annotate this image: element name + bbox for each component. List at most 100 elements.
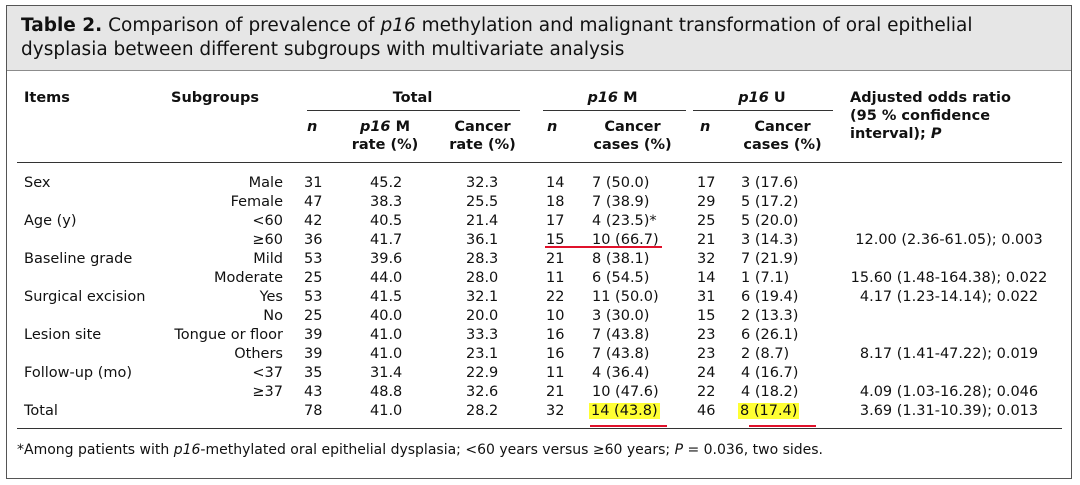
cell-m-n: 32: [546, 403, 565, 419]
p16u-group-rule: [693, 110, 833, 111]
cell-n: 53: [304, 289, 323, 305]
cell-m-n: 16: [546, 327, 565, 343]
cell-cancer-rate: 21.4: [466, 213, 499, 229]
table-frame: Table 2. Comparison of prevalence of p16…: [6, 5, 1072, 479]
cell-or: 15.60 (1.48-164.38); 0.022: [850, 270, 1048, 286]
cell-u-cases: 2 (8.7): [741, 346, 790, 362]
cell-subgroup: Moderate: [214, 270, 283, 286]
header-or-line1: Adjusted odds ratio: [850, 90, 1011, 106]
cell-m-n: 10: [546, 308, 565, 324]
table-footnote: *Among patients with p16-methylated oral…: [17, 442, 824, 458]
cell-m-n: 18: [546, 194, 565, 210]
header-n-total: n: [307, 119, 318, 135]
cell-n: 31: [304, 175, 323, 191]
cell-item: Sex: [24, 175, 51, 191]
highlighted-value: 14 (43.8): [589, 403, 660, 419]
cell-subgroup: <60: [252, 213, 283, 229]
cell-m-cases: 7 (43.8): [592, 346, 650, 362]
cell-u-n: 21: [697, 232, 716, 248]
total-group-rule: [307, 110, 520, 111]
cell-or: 4.17 (1.23-14.14); 0.022: [859, 289, 1039, 305]
cell-or: 12.00 (2.36-61.05); 0.003: [855, 232, 1043, 248]
cell-m-cases: 10 (47.6): [592, 384, 659, 400]
cell-rate: 40.5: [370, 213, 403, 229]
cell-u-cases: 3 (14.3): [741, 232, 799, 248]
cell-n: 47: [304, 194, 323, 210]
cell-rate: 41.0: [370, 403, 403, 419]
header-adjusted-or: Adjusted odds ratio (95 % confidence int…: [850, 89, 1011, 143]
cell-u-n: 15: [697, 308, 716, 324]
cell-m-cases: 14 (43.8): [589, 402, 684, 421]
cell-rate: 41.7: [370, 232, 403, 248]
header-p16u-suffix: U: [768, 90, 786, 106]
cell-u-n: 23: [697, 346, 716, 362]
cell-n: 78: [304, 403, 323, 419]
cell-u-cases: 1 (7.1): [741, 270, 790, 286]
cell-m-cases: 7 (50.0): [592, 175, 650, 191]
cell-subgroup: ≥37: [252, 384, 283, 400]
cell-m-n: 11: [546, 270, 565, 286]
cell-cancer-rate: 28.3: [466, 251, 499, 267]
header-p16m-italic: p16: [587, 90, 619, 106]
header-cases-p16m: Cancer cases (%): [593, 119, 672, 153]
cell-rate: 41.0: [370, 327, 403, 343]
cell-rate: 48.8: [370, 384, 403, 400]
underline-total-p16m-cases: [590, 425, 667, 427]
caption-italic: p16: [380, 15, 416, 36]
cell-cancer-rate: 23.1: [466, 346, 499, 362]
cell-u-cases: 8 (17.4): [738, 402, 818, 421]
underline-total-p16u-cases: [749, 425, 816, 427]
cell-n: 35: [304, 365, 323, 381]
caption-text-2: methylation and malignant transformation…: [21, 15, 973, 60]
cell-subgroup: <37: [252, 365, 283, 381]
cell-u-cases: 7 (21.9): [741, 251, 799, 267]
header-n-p16u: n: [700, 119, 711, 135]
header-p16u-italic: p16: [738, 90, 769, 106]
cell-u-n: 17: [697, 175, 716, 191]
cell-rate: 39.6: [370, 251, 403, 267]
cell-u-cases: 5 (20.0): [741, 213, 799, 229]
cell-m-n: 22: [546, 289, 565, 305]
cell-m-n: 17: [546, 213, 565, 229]
table-bottom-rule: [17, 428, 1062, 429]
header-items: Items: [24, 90, 70, 106]
cell-n: 42: [304, 213, 323, 229]
cell-n: 39: [304, 346, 323, 362]
cell-m-n: 11: [546, 365, 565, 381]
cell-rate: 40.0: [370, 308, 403, 324]
cell-cancer-rate: 32.1: [466, 289, 499, 305]
cell-m-cases: 10 (66.7): [592, 232, 659, 248]
cell-m-cases: 7 (38.9): [592, 194, 650, 210]
cell-item: Baseline grade: [24, 251, 133, 267]
cell-item: Age (y): [24, 213, 77, 229]
cell-n: 25: [304, 270, 323, 286]
cell-cancer-rate: 25.5: [466, 194, 499, 210]
cell-m-cases: 4 (23.5)*: [592, 213, 657, 229]
cell-rate: 45.2: [370, 175, 403, 191]
cell-cancer-rate: 20.0: [466, 308, 499, 324]
header-p16m-rate: p16 M rate (%): [351, 119, 419, 153]
header-total: Total: [392, 90, 433, 106]
cell-n: 36: [304, 232, 323, 248]
cell-u-cases: 6 (26.1): [741, 327, 799, 343]
cell-u-n: 31: [697, 289, 716, 305]
cell-m-n: 15: [546, 232, 565, 248]
cell-subgroup: Mild: [253, 251, 283, 267]
cell-u-cases: 2 (13.3): [741, 308, 799, 324]
header-or-line2: (95 % confidence: [850, 108, 991, 124]
cell-u-n: 23: [697, 327, 716, 343]
cell-u-n: 46: [697, 403, 716, 419]
cell-cancer-rate: 33.3: [466, 327, 499, 343]
cell-item: Total: [24, 403, 58, 419]
cell-u-cases: 6 (19.4): [741, 289, 799, 305]
cell-subgroup: Yes: [259, 289, 283, 305]
cell-u-cases: 4 (18.2): [741, 384, 799, 400]
cell-u-cases: 3 (17.6): [741, 175, 799, 191]
cell-rate: 41.5: [370, 289, 403, 305]
cell-u-cases: 4 (16.7): [741, 365, 799, 381]
cell-or: 3.69 (1.31-10.39); 0.013: [859, 403, 1039, 419]
cell-rate: 31.4: [370, 365, 403, 381]
cell-m-n: 14: [546, 175, 565, 191]
cell-cancer-rate: 28.2: [466, 403, 499, 419]
highlighted-value: 8 (17.4): [738, 403, 800, 419]
